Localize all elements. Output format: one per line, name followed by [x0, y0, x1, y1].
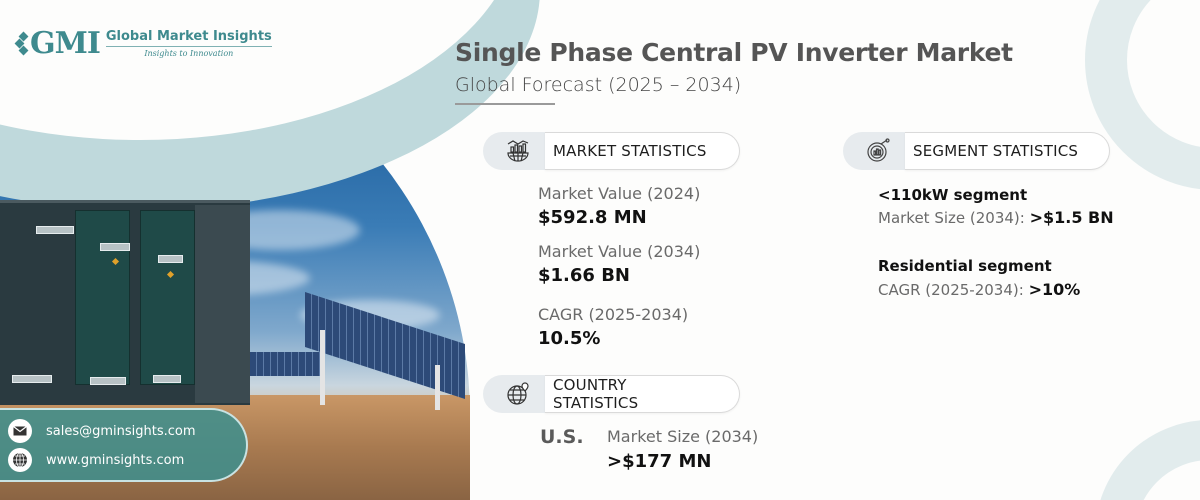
envelope-icon	[8, 419, 32, 443]
stat-value: 10.5%	[538, 328, 601, 349]
country-name: U.S.	[540, 426, 584, 448]
cabinet-door	[75, 210, 130, 385]
cabinet-vent	[153, 375, 181, 383]
globe-icon	[8, 448, 32, 472]
segment-name: Residential segment	[878, 257, 1052, 275]
country-statistics-title: COUNTRY STATISTICS	[545, 375, 740, 413]
decorative-ring-bottom	[1095, 420, 1200, 500]
segment-statistics-title: SEGMENT STATISTICS	[905, 132, 1110, 170]
segment-value: >10%	[1028, 280, 1081, 299]
cabinet-vent	[158, 255, 183, 263]
logo-mark: GMI	[14, 26, 101, 61]
market-statistics-title: MARKET STATISTICS	[545, 132, 740, 170]
cabinet-vent	[90, 377, 126, 385]
globe-chart-icon	[483, 132, 545, 170]
title-divider	[455, 103, 555, 105]
stat-value: $1.66 BN	[538, 265, 630, 286]
solar-panel-far	[250, 352, 325, 376]
inverter-cabinet-side	[195, 205, 250, 403]
cabinet-door	[140, 210, 195, 385]
globe-pin-icon	[483, 375, 545, 413]
page-subtitle: Global Forecast (2025 – 2034)	[455, 74, 742, 96]
contact-email[interactable]: sales@gminsights.com	[46, 423, 196, 439]
cabinet-vent	[100, 243, 130, 251]
brand-tagline: Insights to Innovation	[144, 49, 234, 58]
segment-statistics-header: SEGMENT STATISTICS	[843, 132, 1110, 170]
contact-website[interactable]: www.gminsights.com	[46, 452, 185, 468]
segment-value: >$1.5 BN	[1029, 208, 1114, 227]
logo-text: Global Market Insights Insights to Innov…	[105, 29, 272, 58]
segment-name: <110kW segment	[878, 186, 1028, 204]
stat-label: Market Value (2034)	[538, 242, 701, 261]
contact-email-row[interactable]: sales@gminsights.com	[8, 419, 196, 443]
logo-diamonds-icon	[14, 31, 29, 55]
stat-label: CAGR (2025-2034)	[538, 305, 689, 324]
panel-post	[320, 330, 325, 405]
segment-metric: CAGR (2025-2034): >10%	[878, 280, 1081, 299]
panel-post	[435, 365, 440, 410]
country-statistics-header: COUNTRY STATISTICS	[483, 375, 740, 413]
cabinet-vent	[12, 375, 52, 383]
stat-value: $592.8 MN	[538, 207, 647, 228]
country-value: >$177 MN	[607, 451, 712, 472]
segment-metric: Market Size (2034): >$1.5 BN	[878, 208, 1114, 227]
contact-website-row[interactable]: www.gminsights.com	[8, 448, 184, 472]
stat-label: Market Value (2024)	[538, 184, 701, 203]
page-title: Single Phase Central PV Inverter Market	[455, 38, 1013, 67]
country-metric: Market Size (2034)	[607, 427, 759, 446]
target-chart-icon	[843, 132, 905, 170]
gmi-logo[interactable]: GMI Global Market Insights Insights to I…	[14, 26, 272, 61]
market-statistics-header: MARKET STATISTICS	[483, 132, 740, 170]
cabinet-vent	[36, 226, 74, 234]
brand-name: Global Market Insights	[105, 29, 272, 47]
contact-panel: sales@gminsights.com www.gminsights.com	[0, 408, 248, 482]
